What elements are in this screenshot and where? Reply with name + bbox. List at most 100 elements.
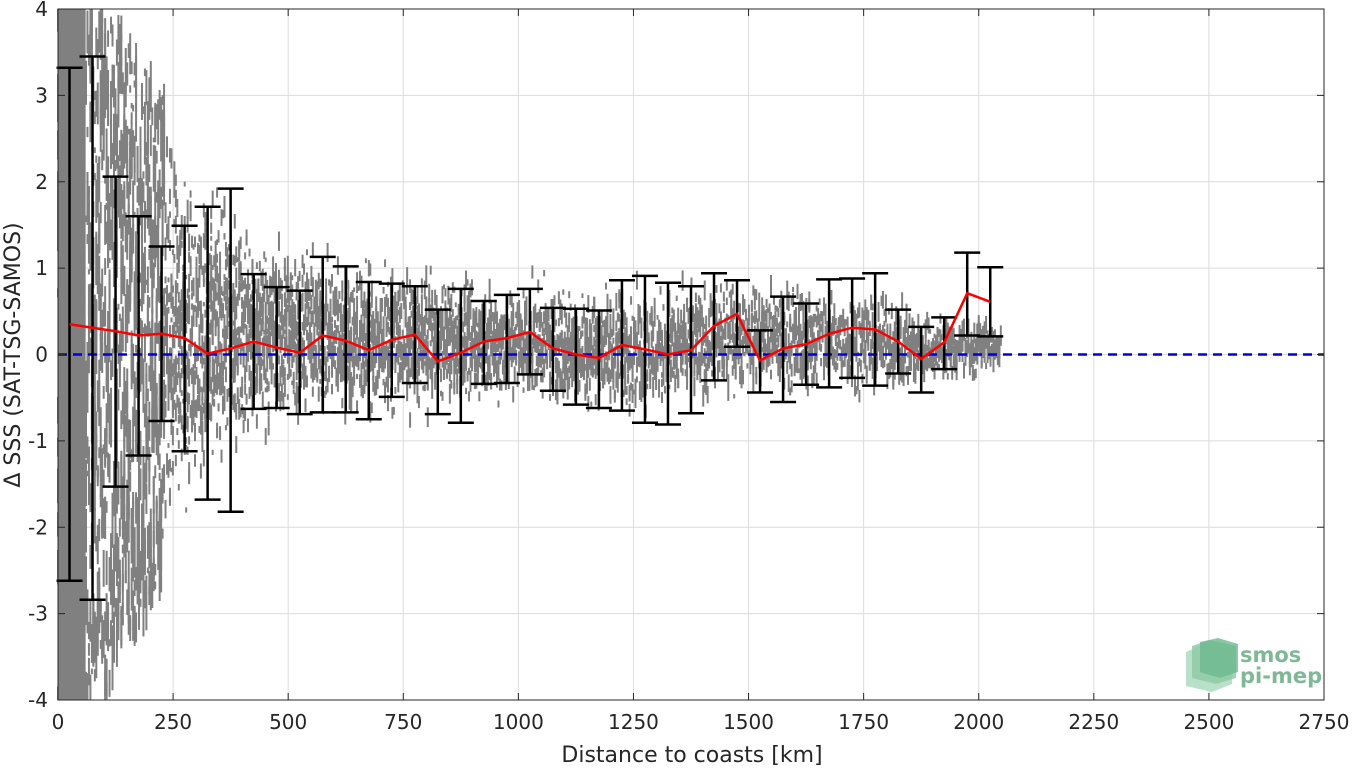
scatter-point (148, 164, 151, 183)
scatter-point (618, 328, 621, 337)
scatter-point (292, 313, 295, 326)
scatter-point (571, 338, 574, 354)
scatter-point (120, 318, 123, 361)
scatter-point (86, 436, 89, 464)
scatter-point (223, 355, 226, 364)
scatter-point (323, 303, 326, 314)
scatter-point (746, 363, 749, 369)
scatter-point (158, 89, 161, 120)
scatter-point (727, 374, 730, 383)
scatter-point (304, 368, 307, 388)
scatter-point (624, 312, 627, 326)
scatter-point (378, 364, 381, 379)
scatter-point (711, 328, 714, 350)
scatter-point (223, 274, 226, 280)
scatter-point (86, 390, 89, 413)
scatter-point (98, 380, 101, 427)
scatter-point (226, 417, 229, 426)
scatter-point (118, 165, 121, 212)
scatter-point (431, 289, 434, 302)
scatter-point (469, 299, 472, 320)
scatter-point (447, 363, 450, 369)
scatter-point (765, 300, 768, 308)
scatter-point (247, 353, 250, 362)
scatter-point (581, 330, 584, 337)
scatter-point (515, 360, 518, 366)
scatter-point (593, 296, 596, 319)
scatter-point (99, 290, 102, 341)
scatter-point (382, 378, 385, 386)
scatter-point (718, 360, 721, 373)
scatter-point (261, 293, 264, 312)
scatter-point (143, 403, 146, 428)
scatter-point (425, 265, 428, 287)
scatter-point (188, 298, 191, 311)
scatter-point (871, 357, 874, 379)
scatter-point (101, 149, 104, 171)
scatter-point (761, 316, 764, 321)
scatter-point (272, 285, 275, 293)
scatter-point (105, 128, 108, 185)
scatter-point (840, 314, 843, 328)
scatter-point (881, 345, 884, 363)
scatter-point (294, 304, 297, 325)
scatter-point (752, 285, 755, 296)
scatter-point (148, 297, 151, 308)
scatter-point (647, 363, 650, 369)
scatter-point (264, 257, 267, 262)
scatter-point (221, 368, 224, 376)
scatter-point (202, 371, 205, 392)
scatter-point (678, 323, 681, 332)
scatter-point (297, 322, 300, 336)
scatter-point (842, 317, 845, 330)
scatter-point (221, 209, 224, 219)
scatter-point (740, 367, 743, 389)
scatter-point (204, 212, 207, 226)
scatter-point (877, 325, 880, 345)
scatter-point (151, 562, 154, 609)
scatter-point (158, 373, 161, 428)
scatter-point (180, 240, 183, 248)
scatter-point (384, 345, 387, 364)
scatter-point (105, 501, 108, 513)
scatter-point (426, 318, 429, 325)
scatter-point (516, 371, 519, 388)
scatter-point (93, 147, 96, 154)
scatter-point (696, 329, 699, 345)
scatter-point (110, 219, 113, 251)
scatter-point (360, 362, 363, 382)
scatter-point (473, 338, 476, 347)
scatter-point (177, 484, 180, 491)
scatter-point (303, 363, 306, 374)
scatter-point (142, 391, 145, 400)
scatter-point (537, 343, 540, 361)
scatter-point (124, 212, 127, 253)
scatter-point (753, 288, 756, 310)
scatter-point (154, 322, 157, 374)
scatter-point (774, 311, 777, 317)
scatter-point (473, 351, 476, 373)
scatter-point (314, 296, 317, 316)
scatter-point (168, 294, 171, 301)
scatter-point (425, 351, 428, 366)
scatter-point (269, 339, 272, 356)
scatter-point (662, 353, 665, 367)
scatter-point (145, 142, 148, 156)
scatter-point (865, 329, 868, 344)
scatter-point (173, 219, 176, 228)
scatter-point (139, 598, 142, 607)
scatter-point (164, 323, 167, 341)
scatter-point (317, 325, 320, 330)
scatter-point (235, 267, 238, 288)
scatter-point (210, 286, 213, 302)
scatter-point (96, 244, 99, 295)
scatter-point (107, 602, 110, 636)
scatter-point (572, 316, 575, 334)
scatter-point (388, 327, 391, 335)
scatter-point (350, 342, 353, 357)
scatter-point (618, 372, 621, 379)
scatter-point (818, 318, 821, 329)
scatter-point (864, 358, 867, 370)
scatter-point (566, 367, 569, 382)
